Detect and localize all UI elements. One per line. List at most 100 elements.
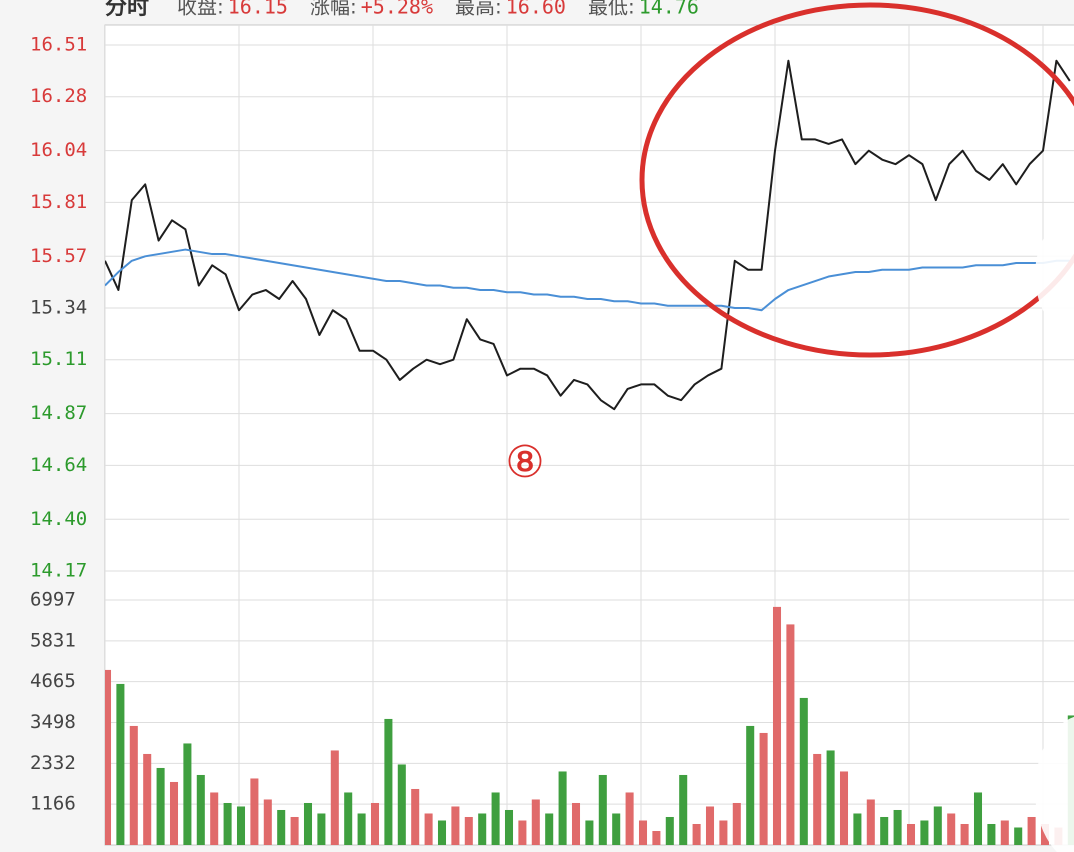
overlay-blob <box>1035 716 1074 852</box>
header-value: 14.76 <box>639 0 699 19</box>
y-tick-label: 16.04 <box>30 139 87 161</box>
y-tick-label: 14.87 <box>30 402 87 424</box>
volume-bar <box>545 813 554 845</box>
header-title: 分时 <box>105 0 149 20</box>
volume-bar <box>799 697 808 845</box>
y-tick-label: 15.81 <box>30 191 87 213</box>
y-tick-label: 16.28 <box>30 85 87 107</box>
volume-bar <box>156 767 165 845</box>
volume-bar <box>612 813 621 845</box>
grid <box>105 25 1074 845</box>
volume-bar <box>786 624 795 845</box>
header-value: +5.28% <box>361 0 433 19</box>
volume-bar <box>317 813 326 845</box>
volume-bar <box>638 820 648 845</box>
volume-bar <box>1000 820 1009 845</box>
volume-bar <box>210 792 219 845</box>
volume-bar <box>866 799 875 845</box>
header-label: 涨幅: <box>310 0 357 19</box>
volume-bar <box>719 820 728 845</box>
volume-bar <box>330 750 339 845</box>
volume-bar <box>183 743 192 845</box>
volume-bar <box>813 753 822 845</box>
volume-bar <box>772 606 782 845</box>
volume-bar <box>464 816 473 845</box>
price-line <box>105 59 1071 411</box>
annotation: ⑧ <box>505 437 544 488</box>
plot-area <box>104 24 1074 846</box>
volume-bar <box>933 806 942 845</box>
volume-bar <box>1027 816 1036 845</box>
volume-bar <box>746 725 755 845</box>
volume-bar <box>504 809 514 845</box>
volume-bar <box>236 806 246 845</box>
overlay-blob <box>1035 211 1074 339</box>
volume-bar <box>129 725 138 845</box>
average-line <box>105 248 1070 312</box>
volume-bar <box>705 806 715 845</box>
y-tick-label: 15.34 <box>30 297 87 319</box>
volume-bar <box>759 732 768 845</box>
volume-bar <box>893 809 902 845</box>
volume-bar <box>1014 827 1023 845</box>
header-label: 最低: <box>588 0 635 19</box>
y-tick-label: 1166 <box>30 793 76 815</box>
volume-bar <box>571 802 581 845</box>
volume-bar <box>906 823 916 845</box>
header: 分时 收盘: 16.15 涨幅: +5.28% 最高: 16.60 最低: 14.76 <box>105 0 699 20</box>
volume-bar <box>558 771 567 845</box>
volume-bar <box>665 816 674 845</box>
y-tick-label: 4665 <box>30 670 76 692</box>
volume-bar <box>880 816 889 845</box>
volume-bar <box>531 799 540 845</box>
y-tick-label: 14.17 <box>30 560 87 582</box>
header-label: 最高: <box>455 0 502 19</box>
volume-bar <box>424 813 433 845</box>
volume-bar <box>290 816 299 845</box>
volume-bar <box>370 802 380 845</box>
volume-bar <box>397 764 406 845</box>
volume-bar <box>692 823 701 845</box>
y-tick-label: 14.64 <box>30 454 87 476</box>
volume-bar <box>853 813 862 845</box>
volume-bar <box>625 792 634 845</box>
volume-bar <box>598 774 607 845</box>
volume-bar <box>732 802 741 845</box>
volume-bar <box>679 774 688 845</box>
volume-bar <box>223 802 232 845</box>
volume-bar <box>263 799 272 845</box>
volume-bar <box>169 781 179 845</box>
volume-bar <box>437 820 447 845</box>
volume-bar <box>196 774 205 845</box>
y-tick-label: 15.57 <box>30 245 87 267</box>
y-tick-label: 2332 <box>30 752 76 774</box>
volume-bar <box>839 771 849 845</box>
volume-bar <box>344 792 353 845</box>
volume-bar <box>357 813 366 845</box>
volume-bar <box>384 718 393 845</box>
labels: 14.17 14.40 14.64 14.87 15.11 15.34 15.57 15.81… <box>30 34 87 815</box>
volume-bar <box>920 820 929 845</box>
volume-bar <box>116 683 125 845</box>
y-tick-label: 5831 <box>30 629 76 651</box>
volume-bar <box>143 753 152 845</box>
volume-bar <box>478 813 487 845</box>
volume-bar <box>277 809 286 845</box>
y-tick-label: 14.40 <box>30 508 87 530</box>
volume-bar <box>947 813 956 845</box>
volume-bar <box>303 802 313 845</box>
header-value: 16.15 <box>228 0 288 19</box>
y-tick-label: 6997 <box>30 589 76 611</box>
volume-bar <box>518 820 527 845</box>
volume-bar <box>451 806 460 845</box>
volume-bar <box>105 669 112 845</box>
header-value: 16.60 <box>506 0 566 19</box>
volume-bar <box>987 823 996 845</box>
y-tick-label: 15.11 <box>30 348 87 370</box>
volume-bar <box>491 792 500 845</box>
volume-bar <box>585 820 594 845</box>
volume-bar <box>973 792 983 845</box>
volume-bar <box>411 788 420 845</box>
overlay-text: 7 <box>1045 484 1074 566</box>
